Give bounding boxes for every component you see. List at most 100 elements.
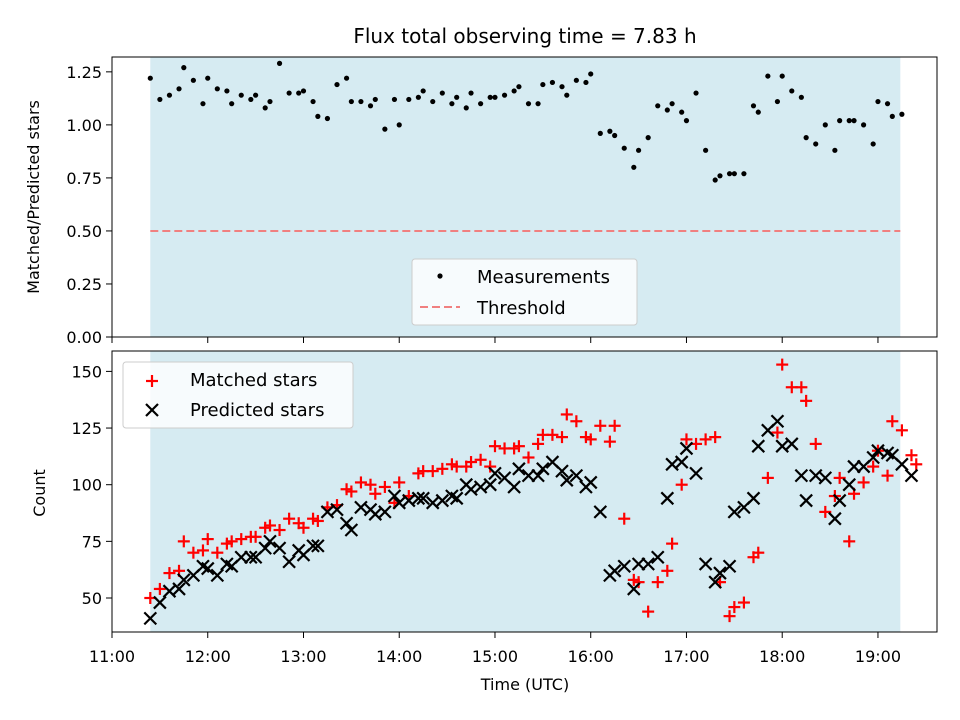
measurement-point <box>846 118 852 124</box>
measurement-point <box>559 84 565 90</box>
predicted-star-point <box>770 414 785 429</box>
measurement-point <box>597 130 603 136</box>
matched-star-point <box>522 451 535 464</box>
measurement-point <box>214 86 220 92</box>
predicted-star-point <box>650 550 665 564</box>
measurement-point <box>612 132 618 139</box>
matched-star-point <box>283 512 296 525</box>
matched-star-point <box>905 449 918 462</box>
predicted-star-point <box>607 564 622 578</box>
counts-x-axis-label: Time (UTC) <box>480 675 569 694</box>
measurement-point <box>683 118 690 124</box>
matched-star-point <box>436 462 449 475</box>
measurement-point <box>430 98 436 105</box>
legend-marker-predicted <box>145 403 159 417</box>
predicted-star-point <box>627 582 641 596</box>
matched-star-point <box>393 476 406 489</box>
predicted-star-point <box>272 541 287 555</box>
predicted-star-point <box>172 582 186 596</box>
matched-star-point <box>728 601 741 614</box>
counts-y-tick-label: 125 <box>71 419 102 438</box>
matched-star-point <box>273 524 286 537</box>
predicted-star-point <box>722 559 737 574</box>
matched-star-point <box>163 567 176 580</box>
ratio-y-tick-label: 0.75 <box>66 169 102 188</box>
matched-star-point <box>570 415 583 428</box>
measurement-point <box>755 109 761 115</box>
measurement-point <box>583 79 589 86</box>
measurement-point <box>631 164 637 170</box>
measurement-point <box>679 109 685 115</box>
predicted-star-point <box>617 559 632 574</box>
counts-x-tick-label: 19:00 <box>855 647 901 666</box>
matched-star-point <box>177 535 190 548</box>
measurement-point <box>348 98 354 105</box>
predicted-star-point <box>727 505 742 519</box>
matched-star-point <box>426 465 439 478</box>
predicted-star-point <box>751 439 766 453</box>
measurement-point <box>253 92 259 98</box>
measurement-point <box>741 171 747 177</box>
counts-legend-box <box>122 361 354 429</box>
measurement-point <box>765 73 771 79</box>
measurement-point <box>449 101 455 107</box>
measurement-point <box>889 113 895 119</box>
measurement-point <box>468 90 474 96</box>
counts-x-tick-label: 12:00 <box>185 647 231 666</box>
matched-star-point <box>843 535 856 548</box>
matched-star-point <box>761 471 774 484</box>
matched-star-point <box>752 546 765 559</box>
measurement-point <box>478 101 484 107</box>
predicted-star-point <box>244 550 258 564</box>
matched-star-point <box>661 564 674 577</box>
predicted-star-point <box>200 561 215 576</box>
predicted-star-point <box>641 557 655 571</box>
predicted-star-point <box>847 459 861 474</box>
measurement-point <box>454 94 460 100</box>
measurement-point <box>181 65 187 71</box>
matched-star-point <box>235 533 248 546</box>
predicted-star-point <box>507 480 521 494</box>
predicted-star-point <box>306 539 320 553</box>
matched-star-point <box>886 415 899 428</box>
predicted-star-point <box>560 473 574 487</box>
measurement-point <box>367 103 374 109</box>
counts-plot-area <box>143 358 923 626</box>
matched-star-point <box>153 582 166 595</box>
legend-label-predicted: Predicted stars <box>190 400 324 421</box>
predicted-star-point <box>698 557 713 571</box>
ratio-legend: Measurements Threshold <box>411 258 638 326</box>
matched-star-point <box>345 485 358 498</box>
matched-star-point <box>196 544 209 557</box>
measurement-point <box>248 96 254 103</box>
predicted-star-point <box>828 511 842 526</box>
predicted-star-point <box>569 468 584 483</box>
measurement-point <box>439 90 445 96</box>
counts-y-tick-label: 150 <box>71 362 102 381</box>
matched-star-point <box>474 453 487 466</box>
predicted-star-point <box>818 471 833 485</box>
measurement-point <box>276 60 283 66</box>
predicted-star-point <box>378 505 392 519</box>
matched-star-point <box>809 437 822 450</box>
measurement-point <box>870 141 876 147</box>
predicted-star-point <box>521 468 536 483</box>
predicted-star-point <box>311 539 325 553</box>
predicted-star-point <box>713 566 727 580</box>
counts-y-tick-label: 75 <box>82 532 102 551</box>
measurement-point <box>205 75 211 81</box>
counts-plot-frame <box>111 350 938 633</box>
predicted-star-point <box>842 477 857 492</box>
matched-star-point <box>651 576 664 589</box>
measurement-point <box>296 90 302 96</box>
matched-star-point <box>833 471 846 484</box>
matched-star-point <box>512 440 525 453</box>
measurement-point <box>415 94 421 100</box>
counts-x-tick-label: 16:00 <box>568 647 614 666</box>
matched-star-point <box>737 596 750 609</box>
matched-star-point <box>201 533 214 546</box>
ratio-y-axis: 0.00 0.25 0.50 0.75 1.00 1.25 <box>66 63 112 347</box>
measurement-point <box>573 77 579 83</box>
predicted-star-point <box>708 575 722 589</box>
